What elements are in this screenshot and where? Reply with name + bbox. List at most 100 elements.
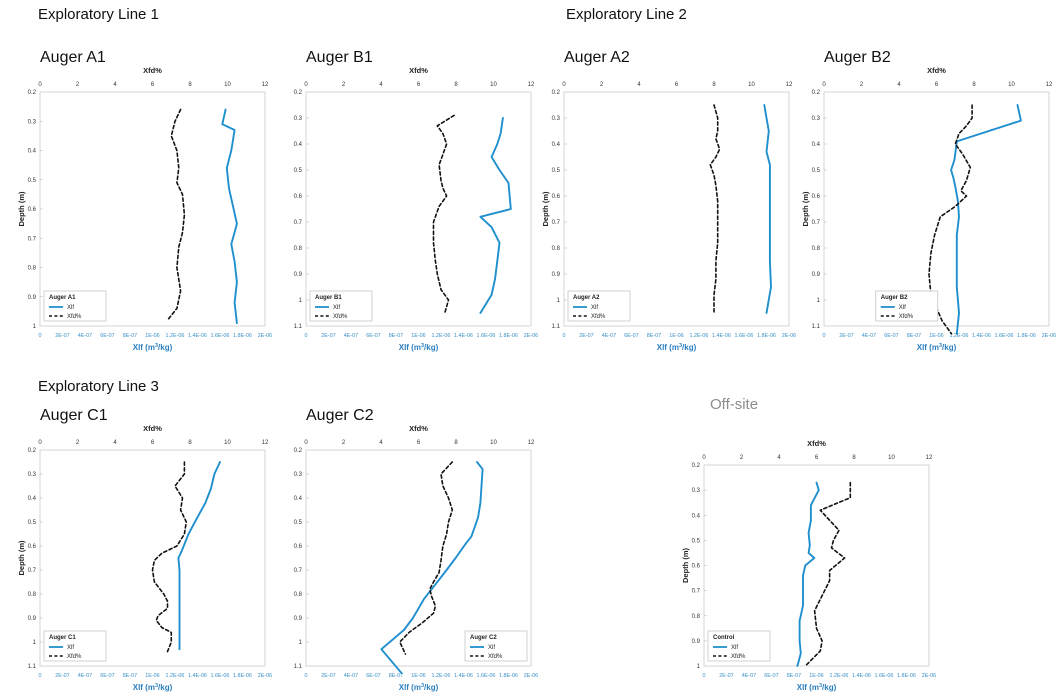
top-tick-label: 4	[897, 82, 901, 88]
y-tick-label: 1	[33, 640, 37, 646]
y-tick-label: 0.8	[294, 592, 303, 598]
y-tick-label: 0.4	[552, 142, 561, 148]
legend-item-xfd: Xfd%	[67, 314, 82, 320]
top-tick-label: 8	[188, 440, 192, 446]
chart-auger-a1: Auger A1 Xfd% 0 2 4 6 8 10 12 0.2 0.3 0.4 0.5 0.6 0.7 0…	[16, 40, 272, 358]
bottom-tick-label: 1.6E-06	[995, 333, 1014, 339]
legend: Control Xlf Xfd%	[707, 630, 771, 662]
y-tick-label: 0.2	[28, 448, 37, 454]
bottom-tick-label: 8E-07	[123, 673, 137, 679]
y-tick-label: 1.1	[294, 324, 303, 330]
top-tick-label: 8	[852, 455, 856, 461]
auger-title: Auger B2	[824, 49, 891, 66]
chart-auger-b1: Auger B1 Xfd% 0 2 4 6 8 10 12 0.2 0.3 0.4 0.5 0.6 0.7 0…	[282, 40, 539, 358]
y-tick-label: 0.9	[28, 295, 37, 301]
chart-svg: Auger A20 2 4 6 8 10 120.20.30.40.50.60.70.80.…	[541, 49, 796, 352]
legend-box	[43, 290, 107, 322]
y-tick-label: 0.9	[812, 272, 821, 278]
bottom-tick-label: 2E-07	[321, 673, 335, 679]
top-tick-label: 6	[151, 440, 155, 446]
bottom-tick-label: 6E-07	[366, 673, 380, 679]
bottom-tick-label: 4E-07	[862, 333, 876, 339]
legend-title: Control	[713, 635, 735, 641]
bottom-tick-label: 1E-06	[669, 333, 683, 339]
series-line-xlf	[796, 481, 820, 667]
plot-frame	[563, 91, 790, 327]
auger-title: Auger B1	[306, 49, 373, 66]
top-tick-label: 12	[786, 82, 793, 88]
bottom-tick-label: 1.6E-06	[477, 333, 496, 339]
y-tick-label: 0.7	[812, 220, 821, 226]
legend-box	[309, 290, 373, 322]
bottom-tick-label: 2E-07	[719, 673, 733, 679]
legend-title: Auger A2	[573, 295, 600, 301]
y-axis-label: Depth (m)	[17, 540, 26, 575]
legend-item-xlf: Xlf	[488, 645, 495, 651]
top-tick-label: 10	[224, 82, 231, 88]
bottom-tick-label: 1.8E-06	[1017, 333, 1036, 339]
legend: Auger B1 Xlf Xfd%	[309, 290, 373, 322]
legend-item-xfd: Xfd%	[731, 654, 746, 660]
bottom-tick-label: 1E-06	[411, 673, 425, 679]
top-tick-label: 4	[637, 82, 641, 88]
section-title-line-1: Exploratory Line 1	[38, 6, 159, 23]
bottom-tick-label: 1.8E-06	[757, 333, 776, 339]
bottom-tick-label: 2E-06	[922, 673, 936, 679]
top-tick-label: 10	[888, 455, 895, 461]
section-title-line-3: Exploratory Line 3	[38, 378, 159, 395]
chart-auger-a2: Auger A2 0 2 4 6 8 10 12 0.2 0.3 0.4 0.5 0.6 0.7 0.8 0.…	[540, 40, 796, 358]
series-line-xlf	[380, 461, 484, 675]
legend-item-xlf: Xlf	[591, 305, 598, 311]
y-tick-label: 0.6	[552, 194, 561, 200]
plot-frame	[305, 449, 532, 667]
series-line-xlf	[950, 104, 1022, 335]
y-tick-label: 0.2	[28, 90, 37, 96]
bottom-tick-label: 1.2E-06	[830, 673, 849, 679]
legend-box	[707, 630, 771, 662]
chart-auger-c2: Auger C2 Xfd% 0 2 4 6 8 10 12 0.2 0.3 0.4 0.5 0.6 0.7 0…	[282, 398, 539, 698]
bottom-tick-label: 1E-06	[145, 673, 159, 679]
top-tick-label: 8	[454, 440, 458, 446]
bottom-tick-label: 6E-07	[100, 333, 114, 339]
y-tick-label: 0.7	[294, 220, 303, 226]
top-tick-label: 8	[188, 82, 192, 88]
plot-frame	[823, 91, 1050, 327]
bottom-tick-label: 1.8E-06	[233, 673, 252, 679]
top-tick-label: 0	[304, 440, 308, 446]
bottom-tick-label: 1.6E-06	[211, 333, 230, 339]
legend-box	[464, 630, 528, 662]
bottom-tick-label: 1.2E-06	[950, 333, 969, 339]
bottom-tick-label: 1E-06	[809, 673, 823, 679]
y-tick-label: 0.8	[28, 592, 37, 598]
y-tick-label: 0.6	[28, 544, 37, 550]
y-tick-label: 0.4	[294, 496, 303, 502]
y-tick-label: 0.2	[294, 448, 303, 454]
legend-item-xfd: Xfd%	[67, 654, 82, 660]
bottom-tick-label: 6E-07	[884, 333, 898, 339]
top-tick-label: 10	[1008, 82, 1015, 88]
series-line-xfd	[432, 114, 455, 314]
top-axis-label: Xfd%	[409, 424, 428, 433]
bottom-tick-label: 6E-07	[100, 673, 114, 679]
bottom-tick-label: 8E-07	[389, 673, 403, 679]
bottom-tick-label: 2E-06	[258, 673, 272, 679]
y-tick-label: 0.5	[294, 168, 303, 174]
series-line-xfd	[709, 104, 721, 314]
y-tick-label: 0.6	[28, 207, 37, 213]
y-tick-label: 0.6	[294, 194, 303, 200]
top-tick-label: 0	[38, 440, 42, 446]
top-tick-label: 2	[600, 82, 604, 88]
series-line-xlf	[177, 461, 221, 651]
bottom-tick-label: 2E-06	[524, 333, 538, 339]
y-tick-label: 0.8	[552, 246, 561, 252]
top-tick-label: 6	[417, 440, 421, 446]
legend-item-xlf: Xlf	[333, 305, 340, 311]
section-title-line-2: Exploratory Line 2	[566, 6, 687, 23]
bottom-tick-label: 0	[823, 333, 826, 339]
y-tick-label: 0.7	[692, 589, 701, 595]
